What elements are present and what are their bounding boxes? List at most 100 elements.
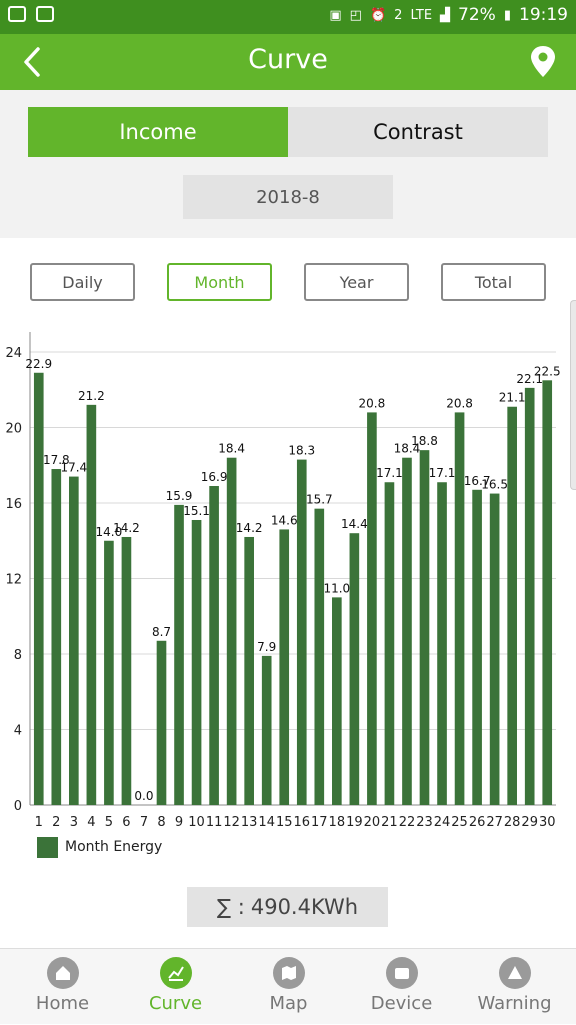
bar [33,372,44,805]
x-tick-label: 18 [329,815,346,830]
bar [437,482,447,805]
top-panel: Income Contrast 2018-8 [0,90,576,238]
bar-value-label: 0.0 [134,789,153,803]
bar [489,493,500,805]
x-tick-label: 29 [521,815,538,830]
battery-percent: 72% [458,5,496,25]
period-total-button[interactable]: Total [441,263,546,301]
y-tick-label: 4 [14,724,22,739]
nav-device-label: Device [370,993,433,1014]
x-tick-label: 5 [105,815,113,830]
x-tick-label: 28 [504,815,521,830]
x-tick-label: 2 [52,815,60,830]
x-tick-label: 12 [223,815,240,830]
x-tick-label: 14 [258,815,275,830]
x-tick-label: 26 [469,815,486,830]
nav-curve[interactable]: Curve [118,949,233,1025]
bar-value-label: 16.9 [201,470,228,484]
nav-map-label: Map [269,993,308,1014]
status-bar: ▣ ◰ ⏰ 2 LTE ▟ 72% ▮ 19:19 [0,0,576,34]
period-month-button[interactable]: Month [167,263,272,301]
bar [261,655,272,805]
x-tick-label: 7 [140,815,148,830]
tab-income[interactable]: Income [28,107,288,157]
x-tick-label: 19 [346,815,363,830]
alarm-icon: ⏰ [369,7,387,23]
home-icon [46,957,79,989]
tab-contrast[interactable]: Contrast [288,107,548,157]
bar-value-label: 17.4 [60,461,87,475]
y-tick-label: 16 [5,497,22,512]
bar [174,504,184,805]
bar-value-label: 20.8 [359,396,386,410]
period-year-button[interactable]: Year [304,263,409,301]
chevron-left-icon [24,47,40,77]
y-tick-label: 0 [14,799,22,814]
bar [244,536,254,805]
x-tick-label: 17 [311,815,328,830]
nav-home[interactable]: Home [5,949,120,1025]
nav-curve-label: Curve [148,993,203,1014]
x-tick-label: 3 [70,815,78,830]
bar-value-label: 16.7 [464,474,491,488]
nav-device[interactable]: Device [344,949,459,1025]
bar-value-label: 11.0 [323,581,350,595]
bar-value-label: 21.1 [499,391,526,405]
x-tick-label: 23 [416,815,433,830]
device-icon [385,957,418,989]
cast-icon: ◰ [349,7,362,23]
x-tick-label: 15 [276,815,293,830]
bar [332,597,342,805]
back-button[interactable] [14,42,54,82]
page-title: Curve [248,44,328,75]
nav-warning[interactable]: Warning [457,949,572,1025]
bar [402,457,412,805]
video-call-icon [8,6,26,22]
date-picker[interactable]: 2018-8 [183,175,393,219]
legend-swatch [37,837,58,858]
x-tick-label: 9 [175,815,183,830]
bar [349,533,360,805]
nav-map[interactable]: Map [231,949,346,1025]
teamviewer-icon [36,6,54,22]
y-tick-label: 8 [14,648,22,663]
bar [296,459,307,805]
x-tick-label: 6 [122,815,130,830]
bar-value-label: 22.1 [516,372,543,386]
legend-label: Month Energy [65,839,163,855]
bar-value-label: 18.4 [218,442,245,456]
battery-icon: ▮ [503,7,511,23]
bar [51,469,62,805]
x-tick-label: 24 [434,815,451,830]
bar-value-label: 21.2 [78,389,105,403]
period-daily-button[interactable]: Daily [30,263,135,301]
bar-value-label: 22.5 [534,364,561,378]
bar-value-label: 7.9 [257,640,276,654]
nav-home-label: Home [35,993,90,1014]
x-tick-label: 13 [241,815,258,830]
sim-badge: 2 [394,7,403,23]
bar-value-label: 14.2 [236,521,263,535]
bar [86,404,97,805]
total-energy-box: ∑ : 490.4KWh [187,887,388,927]
curve-icon [159,957,192,989]
bottom-nav: Home Curve Map Device Warning [0,948,576,1024]
x-tick-label: 8 [157,815,165,830]
x-tick-label: 25 [451,815,468,830]
bar [156,640,167,805]
map-icon [272,957,305,989]
bar-value-label: 18.4 [394,442,421,456]
bar-value-label: 14.4 [341,517,368,531]
x-tick-label: 22 [399,815,416,830]
bar [104,540,114,805]
bar [472,489,482,805]
bar [121,536,132,805]
bar-value-label: 14.6 [271,513,298,527]
warning-icon [498,957,531,989]
bar [191,519,202,805]
x-tick-label: 30 [539,815,556,830]
edge-panel-handle[interactable] [570,300,576,490]
clock: 19:19 [519,5,568,25]
bar-value-label: 15.9 [166,489,193,503]
location-button[interactable] [528,44,558,80]
